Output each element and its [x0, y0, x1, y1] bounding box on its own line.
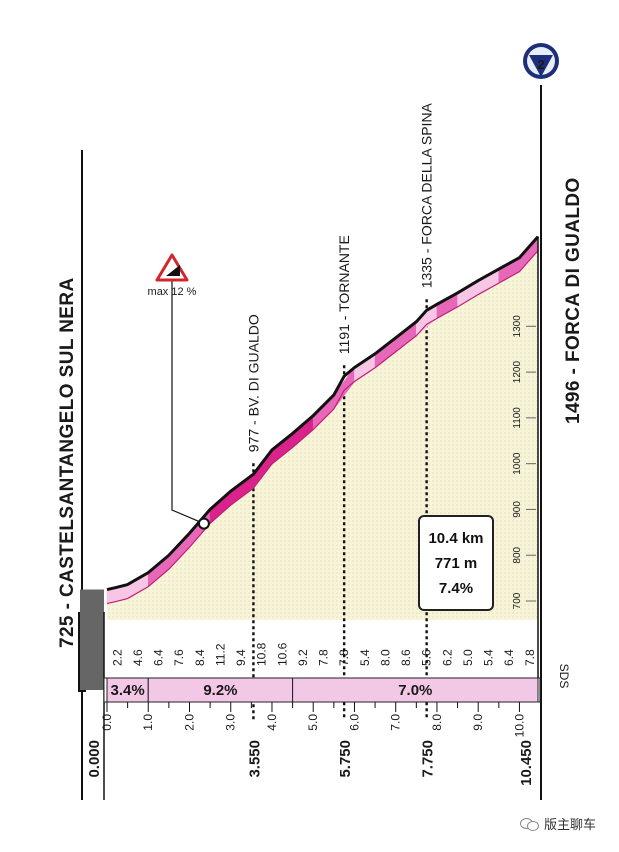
segment-gradient-label: 9.4 — [234, 649, 248, 666]
km-tick-label: 6.0 — [347, 714, 361, 731]
climb-stats-box: 10.4 km 771 m 7.4% — [418, 515, 494, 611]
segment-gradient-label: 7.8 — [523, 649, 537, 666]
altitude-tick-label: 800 — [512, 546, 523, 563]
category-badge-number: 2 — [537, 57, 544, 72]
finish-km-label: 10.450 — [518, 740, 535, 786]
stat-avg-gradient: 7.4% — [438, 579, 474, 597]
profile-bottom-edge — [106, 250, 539, 605]
summit-label: 977 - BV. DI GUALDO — [245, 314, 261, 452]
profile-line — [106, 235, 540, 592]
km-tick-label: 9.0 — [471, 714, 485, 731]
km-tick-label: 0.0 — [100, 714, 114, 731]
summit-label: 1191 - TORNANTE — [336, 235, 352, 354]
altitude-tick-label: 700 — [512, 592, 523, 609]
start-base — [80, 589, 104, 690]
summit-km-label: 3.550 — [246, 740, 263, 778]
stat-distance: 10.4 km — [428, 529, 484, 547]
segment-gradient-label: 7.8 — [317, 649, 331, 666]
altitude-tick-label: 1300 — [512, 315, 523, 338]
start-km-label: 0.000 — [86, 740, 103, 778]
segment-gradient-label: 2.2 — [110, 649, 124, 666]
segment-gradient-label: 5.0 — [461, 649, 475, 666]
segment-gradient-label: 10.6 — [275, 642, 289, 666]
sds-label: SDS — [557, 664, 571, 689]
gradient-band — [292, 677, 539, 703]
segment-gradient-label: 8.6 — [399, 649, 413, 666]
km-tick-label: 4.0 — [265, 714, 279, 731]
altitude-tick-label: 900 — [512, 501, 523, 518]
segment-gradient-label: 9.2 — [296, 649, 310, 666]
max-gradient-leader — [171, 296, 205, 525]
segment-gradient-label: 5.4 — [358, 649, 372, 666]
km-tick-label: 7.0 — [389, 714, 403, 731]
segment-gradient-label: 11.2 — [213, 643, 227, 666]
start-name: 725 - CASTELSANTANGELO SUL NERA — [57, 277, 78, 648]
segment-gradient-label: 8.4 — [193, 649, 207, 666]
mountain-category-icon — [529, 55, 553, 77]
warning-triangle-icon — [155, 253, 189, 282]
km-tick-label: 2.0 — [182, 714, 196, 731]
watermark: 版主聊车 — [520, 814, 596, 833]
stat-elevation-gain: 771 m — [434, 554, 478, 572]
max-gradient-label: max 12 % — [148, 286, 197, 298]
segment-gradient-label: 7.6 — [172, 649, 186, 666]
km-tick-label: 8.0 — [430, 714, 444, 731]
km-tick-label: 5.0 — [306, 714, 320, 731]
segment-gradient-label: 4.6 — [131, 649, 145, 666]
summit-label: 1335 - FORCA DELLA SPINA — [419, 102, 435, 288]
finish-name: 1496 - FORCA DI GUALDO — [563, 177, 584, 424]
summit-km-label: 5.750 — [337, 740, 354, 778]
summit-km-label: 7.750 — [420, 740, 437, 778]
max-gradient-point — [197, 517, 210, 530]
segment-gradient-label: 6.2 — [440, 649, 454, 666]
altitude-tick-label: 1100 — [512, 407, 523, 429]
km-tick-label: 1.0 — [141, 714, 155, 731]
km-tick-label: 10.0 — [512, 714, 526, 738]
gradient-band — [147, 677, 294, 703]
gradient-band-label: 9.2% — [203, 682, 237, 699]
segment-gradient-label: 6.4 — [502, 649, 516, 666]
segment-gradient-label: 5.4 — [482, 649, 496, 666]
gradient-band-label: 7.0% — [398, 682, 432, 699]
altitude-tick-label: 1200 — [512, 361, 523, 384]
segment-gradient-label: 8.0 — [378, 649, 392, 666]
segment-gradient-label: 7.8 — [337, 649, 351, 666]
incline-icon — [166, 265, 180, 276]
altitude-tick-label: 1000 — [512, 452, 523, 475]
km-tick-label: 3.0 — [224, 714, 238, 731]
wechat-icon — [520, 817, 540, 831]
segment-gradient-label: 10.8 — [255, 642, 269, 666]
segment-gradient-label: 6.4 — [152, 649, 166, 666]
segment-gradient-label: 5.6 — [420, 649, 434, 666]
watermark-text: 版主聊车 — [544, 818, 597, 833]
gradient-band-label: 3.4% — [111, 682, 145, 699]
